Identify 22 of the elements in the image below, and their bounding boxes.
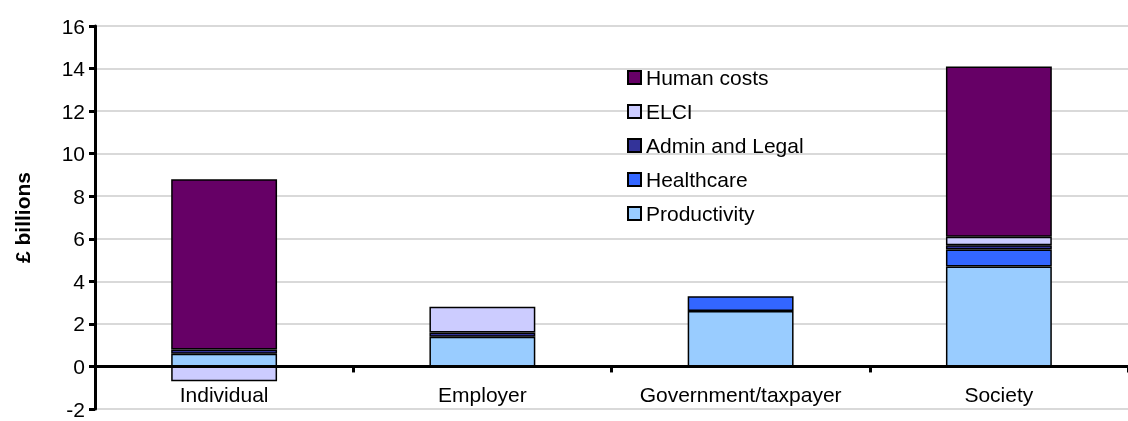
y-tick-label: -2 [66, 397, 85, 421]
y-tick-label: 2 [73, 312, 85, 336]
y-tick-label: 8 [73, 184, 85, 208]
legend-label: Healthcare [646, 168, 748, 191]
y-tick-label: 16 [61, 14, 85, 38]
x-tick-label: Employer [438, 383, 527, 406]
legend-label: Admin and Legal [646, 134, 804, 157]
legend-label: Productivity [646, 202, 756, 225]
y-tick-label: 4 [73, 269, 86, 293]
y-tick-label: 14 [61, 57, 86, 81]
y-tick-label: 6 [73, 227, 85, 251]
x-tick-label: Government/taxpayer [639, 383, 842, 406]
bar [429, 306, 536, 333]
x-tick-label: Individual [179, 383, 269, 406]
legend-label: ELCI [646, 100, 693, 123]
y-tick-label: 12 [61, 99, 85, 123]
y-axis-title: £ billions [11, 171, 34, 264]
y-tick-label: 0 [73, 354, 85, 378]
x-tick-label: Society [964, 383, 1034, 406]
legend-label: Human costs [646, 66, 769, 89]
bar [171, 179, 278, 350]
y-tick-label: 10 [61, 142, 85, 166]
